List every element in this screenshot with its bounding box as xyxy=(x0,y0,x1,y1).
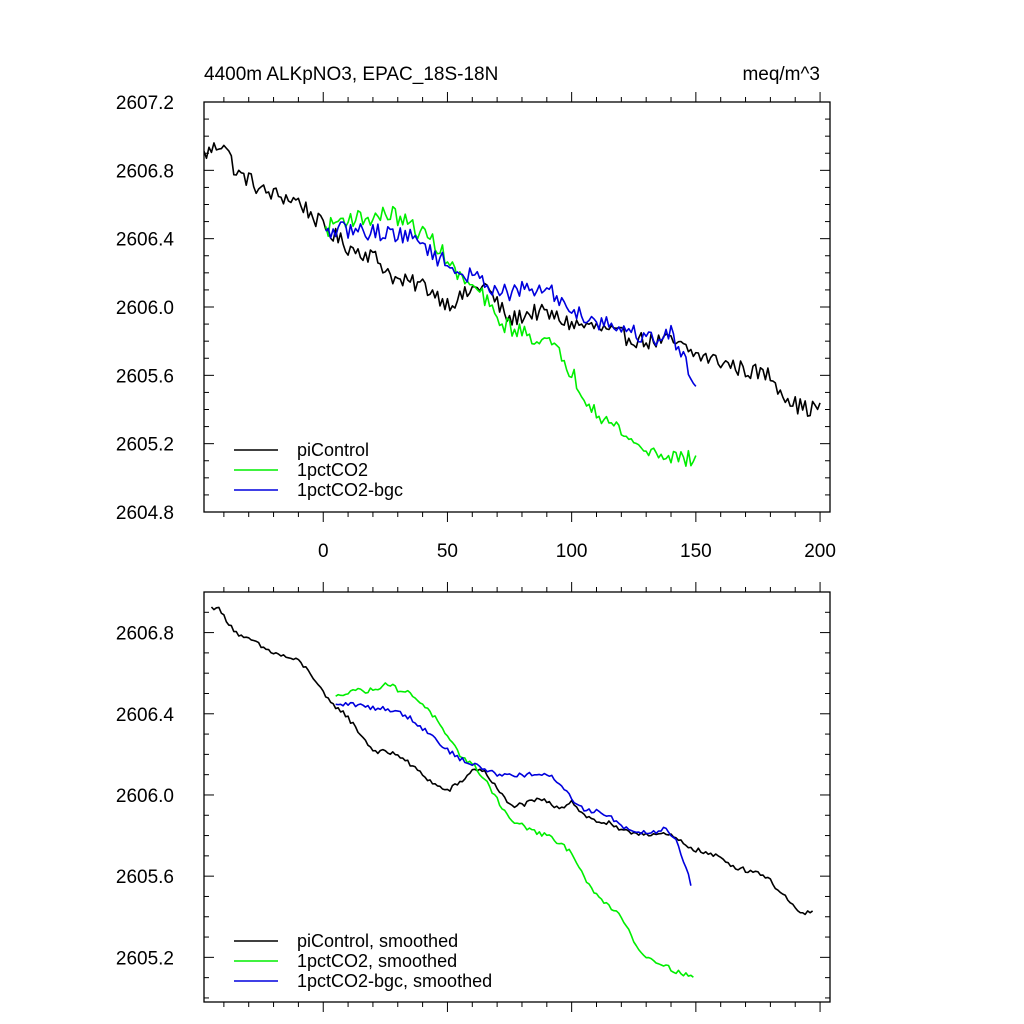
bottom-chart-panel: 2605.2 2605.6 2606.0 2606.4 2606.8 piControl… xyxy=(116,582,831,1012)
x-tick-label: 200 xyxy=(804,541,836,562)
top-chart-panel: 4400m ALKpNO3, EPAC_18S-18N meq/m^3 0 50 1… xyxy=(116,64,836,562)
y-tick-label: 2606.8 xyxy=(116,161,174,182)
y-tick-label: 2606.4 xyxy=(116,705,175,726)
bottom-axes: 2605.2 2605.6 2606.0 2606.4 2606.8 xyxy=(116,582,831,1012)
y-tick-label: 2606.0 xyxy=(116,298,174,319)
legend-label: 1pctCO2-bgc, smoothed xyxy=(297,971,492,991)
series-line-1pctco2-smoothed xyxy=(335,682,694,978)
legend-label: 1pctCO2, smoothed xyxy=(297,951,457,971)
top-axes: 0 50 100 150 200 2604.8 2605.2 2605.6 2606.0 2606… xyxy=(116,92,836,562)
x-tick-label: 0 xyxy=(318,541,329,562)
series-line-1pctco2 xyxy=(324,205,697,467)
series-line-picontrol-smoothed xyxy=(210,606,814,916)
y-tick-label: 2607.2 xyxy=(116,93,174,114)
x-tick-label: 50 xyxy=(437,541,458,562)
y-tick-label: 2606.8 xyxy=(116,624,174,645)
y-tick-label: 2605.2 xyxy=(116,435,174,456)
legend-label: 1pctCO2-bgc xyxy=(297,480,403,500)
plot-frame xyxy=(203,591,831,1003)
chart-units: meq/m^3 xyxy=(742,64,820,85)
series-line-1pctco2-bgc-smoothed xyxy=(335,701,692,886)
y-tick-label: 2604.8 xyxy=(116,503,174,524)
series-line-1pctco2-bgc xyxy=(325,221,697,387)
chart-title: 4400m ALKpNO3, EPAC_18S-18N xyxy=(204,64,498,85)
y-tick-label: 2606.0 xyxy=(116,786,174,807)
legend-label: 1pctCO2 xyxy=(297,460,368,480)
y-tick-label: 2606.4 xyxy=(116,230,175,251)
x-tick-label: 150 xyxy=(680,541,712,562)
y-tick-label: 2605.6 xyxy=(116,366,174,387)
legend-label: piControl xyxy=(297,440,369,460)
y-tick-label: 2605.2 xyxy=(116,948,174,969)
x-tick-label: 100 xyxy=(556,541,588,562)
series-line-picontrol xyxy=(204,142,821,417)
y-tick-label: 2605.6 xyxy=(116,867,174,888)
legend-label: piControl, smoothed xyxy=(297,931,458,951)
top-series-group xyxy=(204,142,821,467)
bottom-series-group xyxy=(210,606,814,978)
